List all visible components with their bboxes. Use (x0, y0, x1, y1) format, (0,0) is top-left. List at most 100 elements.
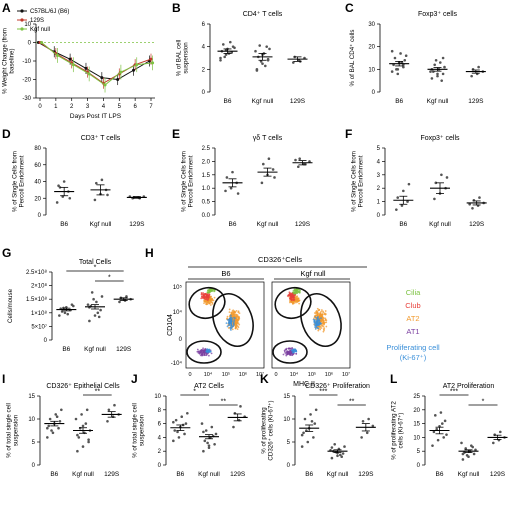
series-line-0 (38, 42, 150, 81)
y-tick-label-e: 2.0 (202, 159, 211, 165)
flow-dots-proliferating-kgf (314, 328, 317, 330)
flow-dots-club-b6 (203, 297, 206, 300)
x-category-label-g: 129S (116, 346, 132, 353)
x-category-label-e: Kgf null (257, 221, 279, 228)
flow-dots-at2-top-b6 (203, 302, 205, 305)
data-point (294, 158, 297, 162)
data-point (111, 415, 115, 419)
chart-l: 25 20 15 10 5 0 % of proliferating AT2 cells (K… (391, 383, 508, 478)
data-point (236, 192, 240, 195)
data-point (445, 433, 448, 436)
legend-label-1: 129S (30, 18, 44, 24)
data-point (106, 193, 109, 197)
data-point (300, 433, 304, 437)
data-point (441, 56, 445, 60)
flow-dots-at1-b6 (203, 350, 206, 353)
data-point (177, 436, 181, 439)
chart-title-d: CD3⁺ T cells (81, 135, 121, 142)
x-category-label-k: B6 (305, 471, 313, 478)
y-axis-label-g: Cells/mouse (7, 288, 14, 323)
data-point (258, 44, 262, 47)
flow-dots-proliferating-kgf (316, 324, 319, 327)
y-tick-label-a: 10 (24, 22, 31, 28)
flow-dots-proliferating-b6 (230, 317, 233, 319)
data-point (95, 181, 98, 185)
flow-legend-cilia: Cilia (406, 288, 421, 297)
y-tick-label-c: 30 (368, 22, 375, 28)
data-point (66, 312, 70, 316)
flow-dots-club-kgf (291, 295, 294, 297)
flow-dots-proliferating-kgf (313, 321, 316, 324)
flow-dots-at2-top-b6 (207, 300, 210, 303)
flow-dots-at2-kgf (325, 325, 328, 328)
flow-dots-at2-kgf (317, 329, 320, 332)
data-point (492, 441, 495, 445)
data-point (330, 456, 334, 460)
data-point (100, 178, 104, 182)
flow-dots-cilia-b6 (207, 289, 210, 292)
data-point (300, 445, 304, 448)
data-point (400, 204, 404, 207)
data-point (261, 62, 264, 65)
flow-dots-at1-b6 (201, 352, 203, 355)
data-point (76, 449, 79, 453)
panel-letter-f: F (345, 127, 352, 141)
data-point (204, 429, 208, 432)
data-point (442, 436, 446, 439)
x-category-label-f: B6 (399, 221, 407, 228)
flow-dots-at2-b6 (236, 328, 239, 331)
data-point (63, 311, 67, 315)
flow-dots-proliferating-kgf (317, 315, 319, 318)
data-point (436, 72, 439, 76)
flow-dots-at2-kgf (319, 328, 322, 331)
flow-dots-at2-b6 (238, 323, 241, 326)
data-point (84, 422, 88, 425)
chart-title-e: γδ T cells (253, 135, 283, 142)
flow-dots-club-b6 (200, 297, 203, 300)
data-point (396, 72, 400, 76)
y-axis-label-k: CD326⁺ cells (Ki-67⁺) (268, 400, 275, 460)
data-point (151, 61, 155, 65)
data-point (460, 441, 463, 445)
data-point (472, 452, 476, 456)
flow-dots-at2-kgf (320, 319, 323, 322)
y-tick-label-e: 2.5 (202, 146, 211, 152)
y-tick-label-f: 1 (377, 200, 381, 206)
y-tick-label-k: 5 (287, 440, 291, 446)
flow-legend-at2: AT2 (406, 314, 419, 323)
flow-dots-proliferating-b6 (232, 322, 235, 324)
y-tick-label-j: 0 (158, 463, 162, 469)
data-point (367, 417, 370, 421)
flow-dots-at2-b6 (235, 309, 238, 312)
data-point (207, 444, 211, 447)
flow-dots-at2-kgf (325, 321, 328, 324)
flow-dots-at2-kgf (321, 316, 324, 319)
flow-dots-at2-kgf (324, 310, 327, 312)
data-point (440, 79, 444, 82)
flow-dots-prolif-at1-b6 (206, 350, 209, 353)
x-category-label-i: B6 (50, 471, 58, 478)
data-point (314, 408, 318, 412)
flow-dots-proliferating-kgf (315, 326, 318, 329)
data-point (87, 438, 90, 442)
data-point (55, 201, 59, 204)
data-point (173, 429, 177, 432)
flow-dots-proliferating-kgf (320, 322, 323, 325)
flow-dots-cilia-kgf (297, 291, 300, 293)
flow-dots-proliferating-kgf (318, 320, 321, 322)
flow-dots-at2-kgf (313, 312, 316, 314)
y-tick-label-d: 60 (34, 163, 41, 169)
y-tick-label-b: 4 (202, 45, 206, 51)
flow-dots-at2-top-b6 (211, 301, 214, 304)
flow-dots-cilia-kgf (292, 291, 295, 294)
flow-dots-at2-b6 (226, 315, 229, 318)
flow-dots-at2-b6 (234, 325, 237, 328)
flow-xtick-kgf-4: 10⁶ (325, 371, 333, 378)
data-point (80, 413, 83, 416)
panel-letter-d: D (2, 127, 11, 141)
flow-dots-at2-top-kgf (296, 297, 299, 300)
data-point (441, 422, 444, 425)
x-category-label-g: B6 (62, 346, 70, 353)
chart-g: 2.5×10⁸ 2×10⁸ 1.5×10⁸ 1×10⁸ 5×10⁷ 0 Cells/mous… (7, 259, 134, 353)
data-point (336, 454, 339, 458)
